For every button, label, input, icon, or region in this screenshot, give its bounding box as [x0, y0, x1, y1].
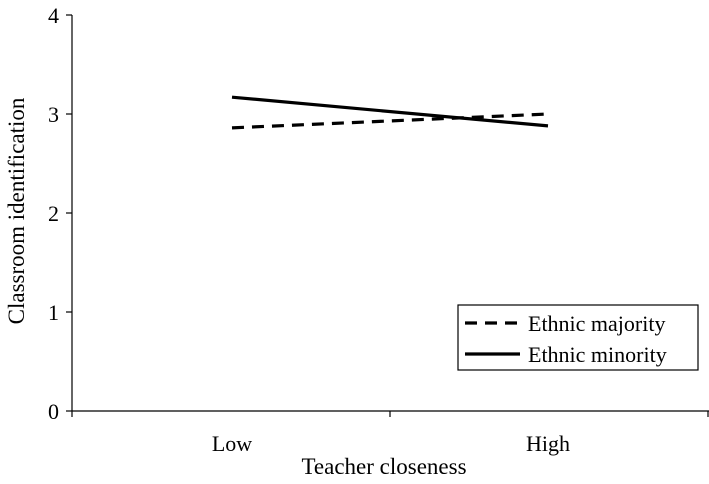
series-line-ethnic-minority [231, 95, 549, 128]
legend-box [457, 304, 699, 371]
y-axis-title: Classroom identification [4, 97, 29, 324]
y-tick-label: 4 [48, 3, 59, 28]
series-layer [231, 95, 549, 130]
legend-label: Ethnic minority [528, 342, 667, 367]
y-tick-label: 2 [48, 201, 59, 226]
y-tick-label: 0 [48, 399, 59, 424]
x-axis-ticks: Low High [71, 411, 709, 456]
x-tick-label: Low [212, 431, 252, 456]
series-line-ethnic-majority [231, 112, 549, 130]
legend-label: Ethnic majority [528, 311, 665, 336]
y-axis-ticks: 0 1 2 3 4 [48, 3, 72, 424]
y-tick-label: 1 [48, 300, 59, 325]
y-tick-label: 3 [48, 102, 59, 127]
x-axis-title: Teacher closeness [301, 454, 466, 479]
legend: Ethnic majority Ethnic minority [457, 304, 699, 371]
x-tick-label: High [526, 431, 570, 456]
